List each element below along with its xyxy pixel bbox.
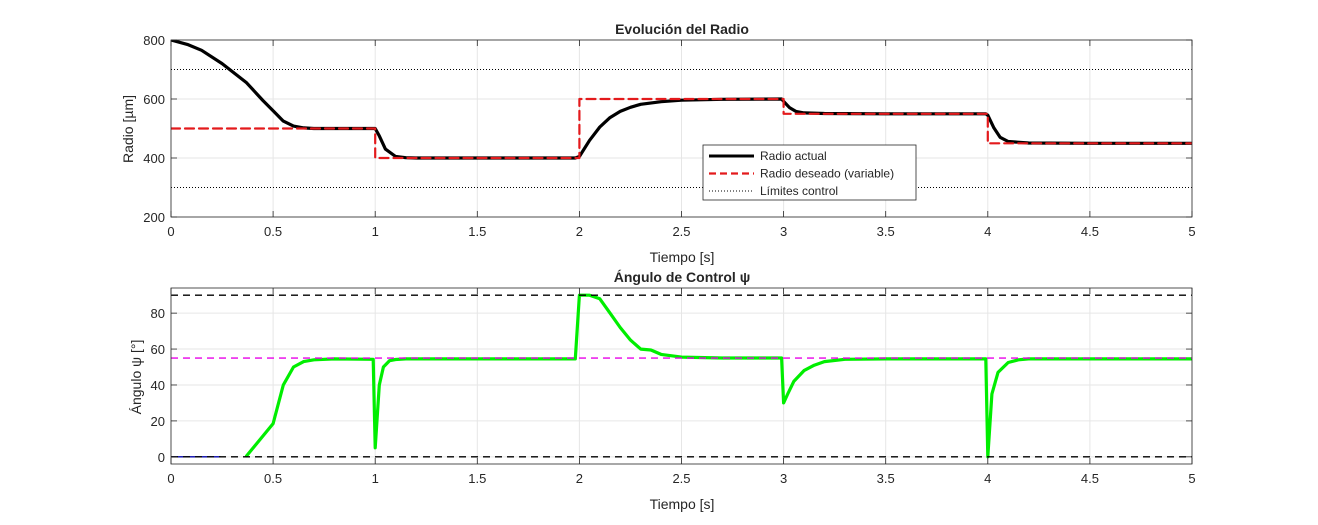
y-tick-label: 800 (143, 33, 165, 48)
y-tick-label: 20 (151, 414, 165, 429)
x-tick-label: 4 (984, 471, 991, 486)
x-tick-label: 2 (576, 471, 583, 486)
x-tick-label: 0 (167, 224, 174, 239)
x-tick-label: 3.5 (877, 471, 895, 486)
x-tick-label: 1.5 (468, 224, 486, 239)
legend-label: Radio actual (760, 149, 827, 163)
radius-plot: Evolución del Radio Tiempo [s] Radio [µm… (120, 21, 1196, 265)
angle-plot-ylabel: Ángulo ψ [°] (128, 340, 144, 415)
y-tick-label: 60 (151, 342, 165, 357)
y-tick-label: 400 (143, 151, 165, 166)
x-tick-label: 0.5 (264, 224, 282, 239)
radius-plot-ylabel: Radio [µm] (120, 95, 136, 163)
y-tick-label: 0 (158, 450, 165, 465)
radius-plot-title: Evolución del Radio (615, 21, 749, 37)
angle-plot: Ángulo de Control ψ Tiempo [s] Ángulo ψ … (128, 269, 1196, 512)
x-tick-label: 2.5 (672, 224, 690, 239)
x-tick-label: 1 (372, 224, 379, 239)
y-tick-label: 600 (143, 92, 165, 107)
legend: Radio actual Radio deseado (variable) Lími… (702, 144, 917, 201)
x-tick-label: 4.5 (1081, 471, 1099, 486)
x-tick-label: 0 (167, 471, 174, 486)
x-tick-label: 5 (1188, 224, 1195, 239)
radius-plot-xlabel: Tiempo [s] (650, 249, 715, 265)
x-tick-label: 5 (1188, 471, 1195, 486)
x-tick-label: 4 (984, 224, 991, 239)
y-tick-label: 200 (143, 210, 165, 225)
x-tick-label: 0.5 (264, 471, 282, 486)
x-tick-label: 3 (780, 224, 787, 239)
x-tick-label: 3 (780, 471, 787, 486)
x-tick-label: 2 (576, 224, 583, 239)
legend-label: Límites control (760, 184, 838, 198)
series-line (171, 97, 1192, 160)
legend-label: Radio deseado (variable) (760, 167, 894, 181)
y-tick-label: 40 (151, 378, 165, 393)
x-tick-label: 3.5 (877, 224, 895, 239)
y-tick-label: 80 (151, 306, 165, 321)
x-tick-label: 1.5 (468, 471, 486, 486)
angle-plot-xlabel: Tiempo [s] (650, 496, 715, 512)
x-tick-label: 4.5 (1081, 224, 1099, 239)
series-group (171, 293, 1192, 459)
legend-box (702, 144, 917, 201)
series-line (245, 293, 1192, 459)
angle-plot-title: Ángulo de Control ψ (614, 269, 751, 285)
x-tick-label: 2.5 (672, 471, 690, 486)
series-group (171, 40, 1192, 188)
x-tick-label: 1 (372, 471, 379, 486)
